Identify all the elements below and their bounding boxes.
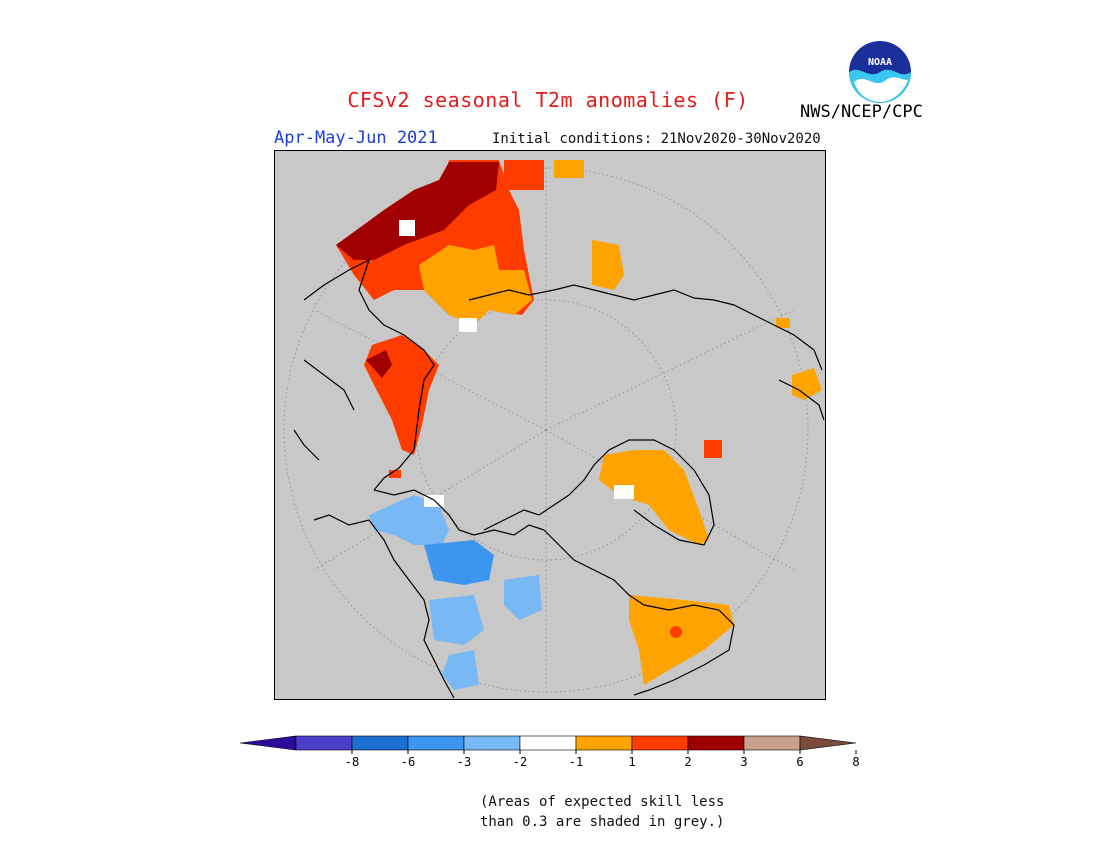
legend-tick-label: 3 — [740, 755, 747, 768]
legend-swatch — [463, 735, 521, 751]
legend-swatch — [631, 735, 689, 751]
legend-swatch — [351, 735, 409, 751]
footnote: (Areas of expected skill less than 0.3 a… — [480, 792, 724, 832]
legend-tick-label: -8 — [345, 755, 359, 768]
initial-conditions: Initial conditions: 21Nov2020-30Nov2020 — [492, 131, 821, 147]
logo-text: NOAA — [868, 57, 892, 68]
legend-swatch — [519, 735, 577, 751]
legend-tick-label: 1 — [628, 755, 635, 768]
anomaly-siberia — [336, 160, 584, 332]
legend-swatch — [295, 735, 353, 751]
anomaly-alaska — [369, 495, 542, 690]
forecast-period: Apr-May-Jun 2021 — [274, 128, 438, 148]
legend-swatches — [239, 735, 857, 751]
legend-tick-label: -2 — [513, 755, 527, 768]
legend-tick-label: 2 — [684, 755, 691, 768]
legend-tick-label: -1 — [569, 755, 583, 768]
legend-swatch — [407, 735, 465, 751]
legend-ticks: -8 -6 -3 -2 -1 1 2 3 6 8 — [345, 750, 860, 768]
anomaly-far-east — [364, 335, 439, 478]
legend-tick-label: -6 — [401, 755, 415, 768]
polar-map — [274, 150, 826, 700]
chart-title: CFSv2 seasonal T2m anomalies (F) — [347, 88, 749, 112]
coastlines — [293, 258, 825, 699]
anomaly-western-russia — [629, 595, 734, 685]
anomaly-northeast-canada — [592, 240, 822, 400]
anomaly-greenland — [599, 440, 722, 545]
legend-swatch — [575, 735, 633, 751]
legend-swatch-low-arrow — [239, 735, 297, 751]
legend-swatch — [743, 735, 801, 751]
legend-tick-label: -3 — [457, 755, 471, 768]
noaa-logo: NOAA — [849, 41, 911, 103]
footnote-line1: (Areas of expected skill less — [480, 794, 725, 810]
legend-swatch — [687, 735, 745, 751]
legend-colorbar: -8 -6 -3 -2 -1 1 2 3 6 8 — [239, 735, 860, 768]
legend-tick-label: 6 — [796, 755, 803, 768]
legend-tick-label: 8 — [852, 755, 859, 768]
agency-label: NWS/NCEP/CPC — [800, 102, 923, 122]
footnote-line2: than 0.3 are shaded in grey.) — [480, 814, 725, 830]
legend-swatch-high-arrow — [799, 735, 857, 751]
